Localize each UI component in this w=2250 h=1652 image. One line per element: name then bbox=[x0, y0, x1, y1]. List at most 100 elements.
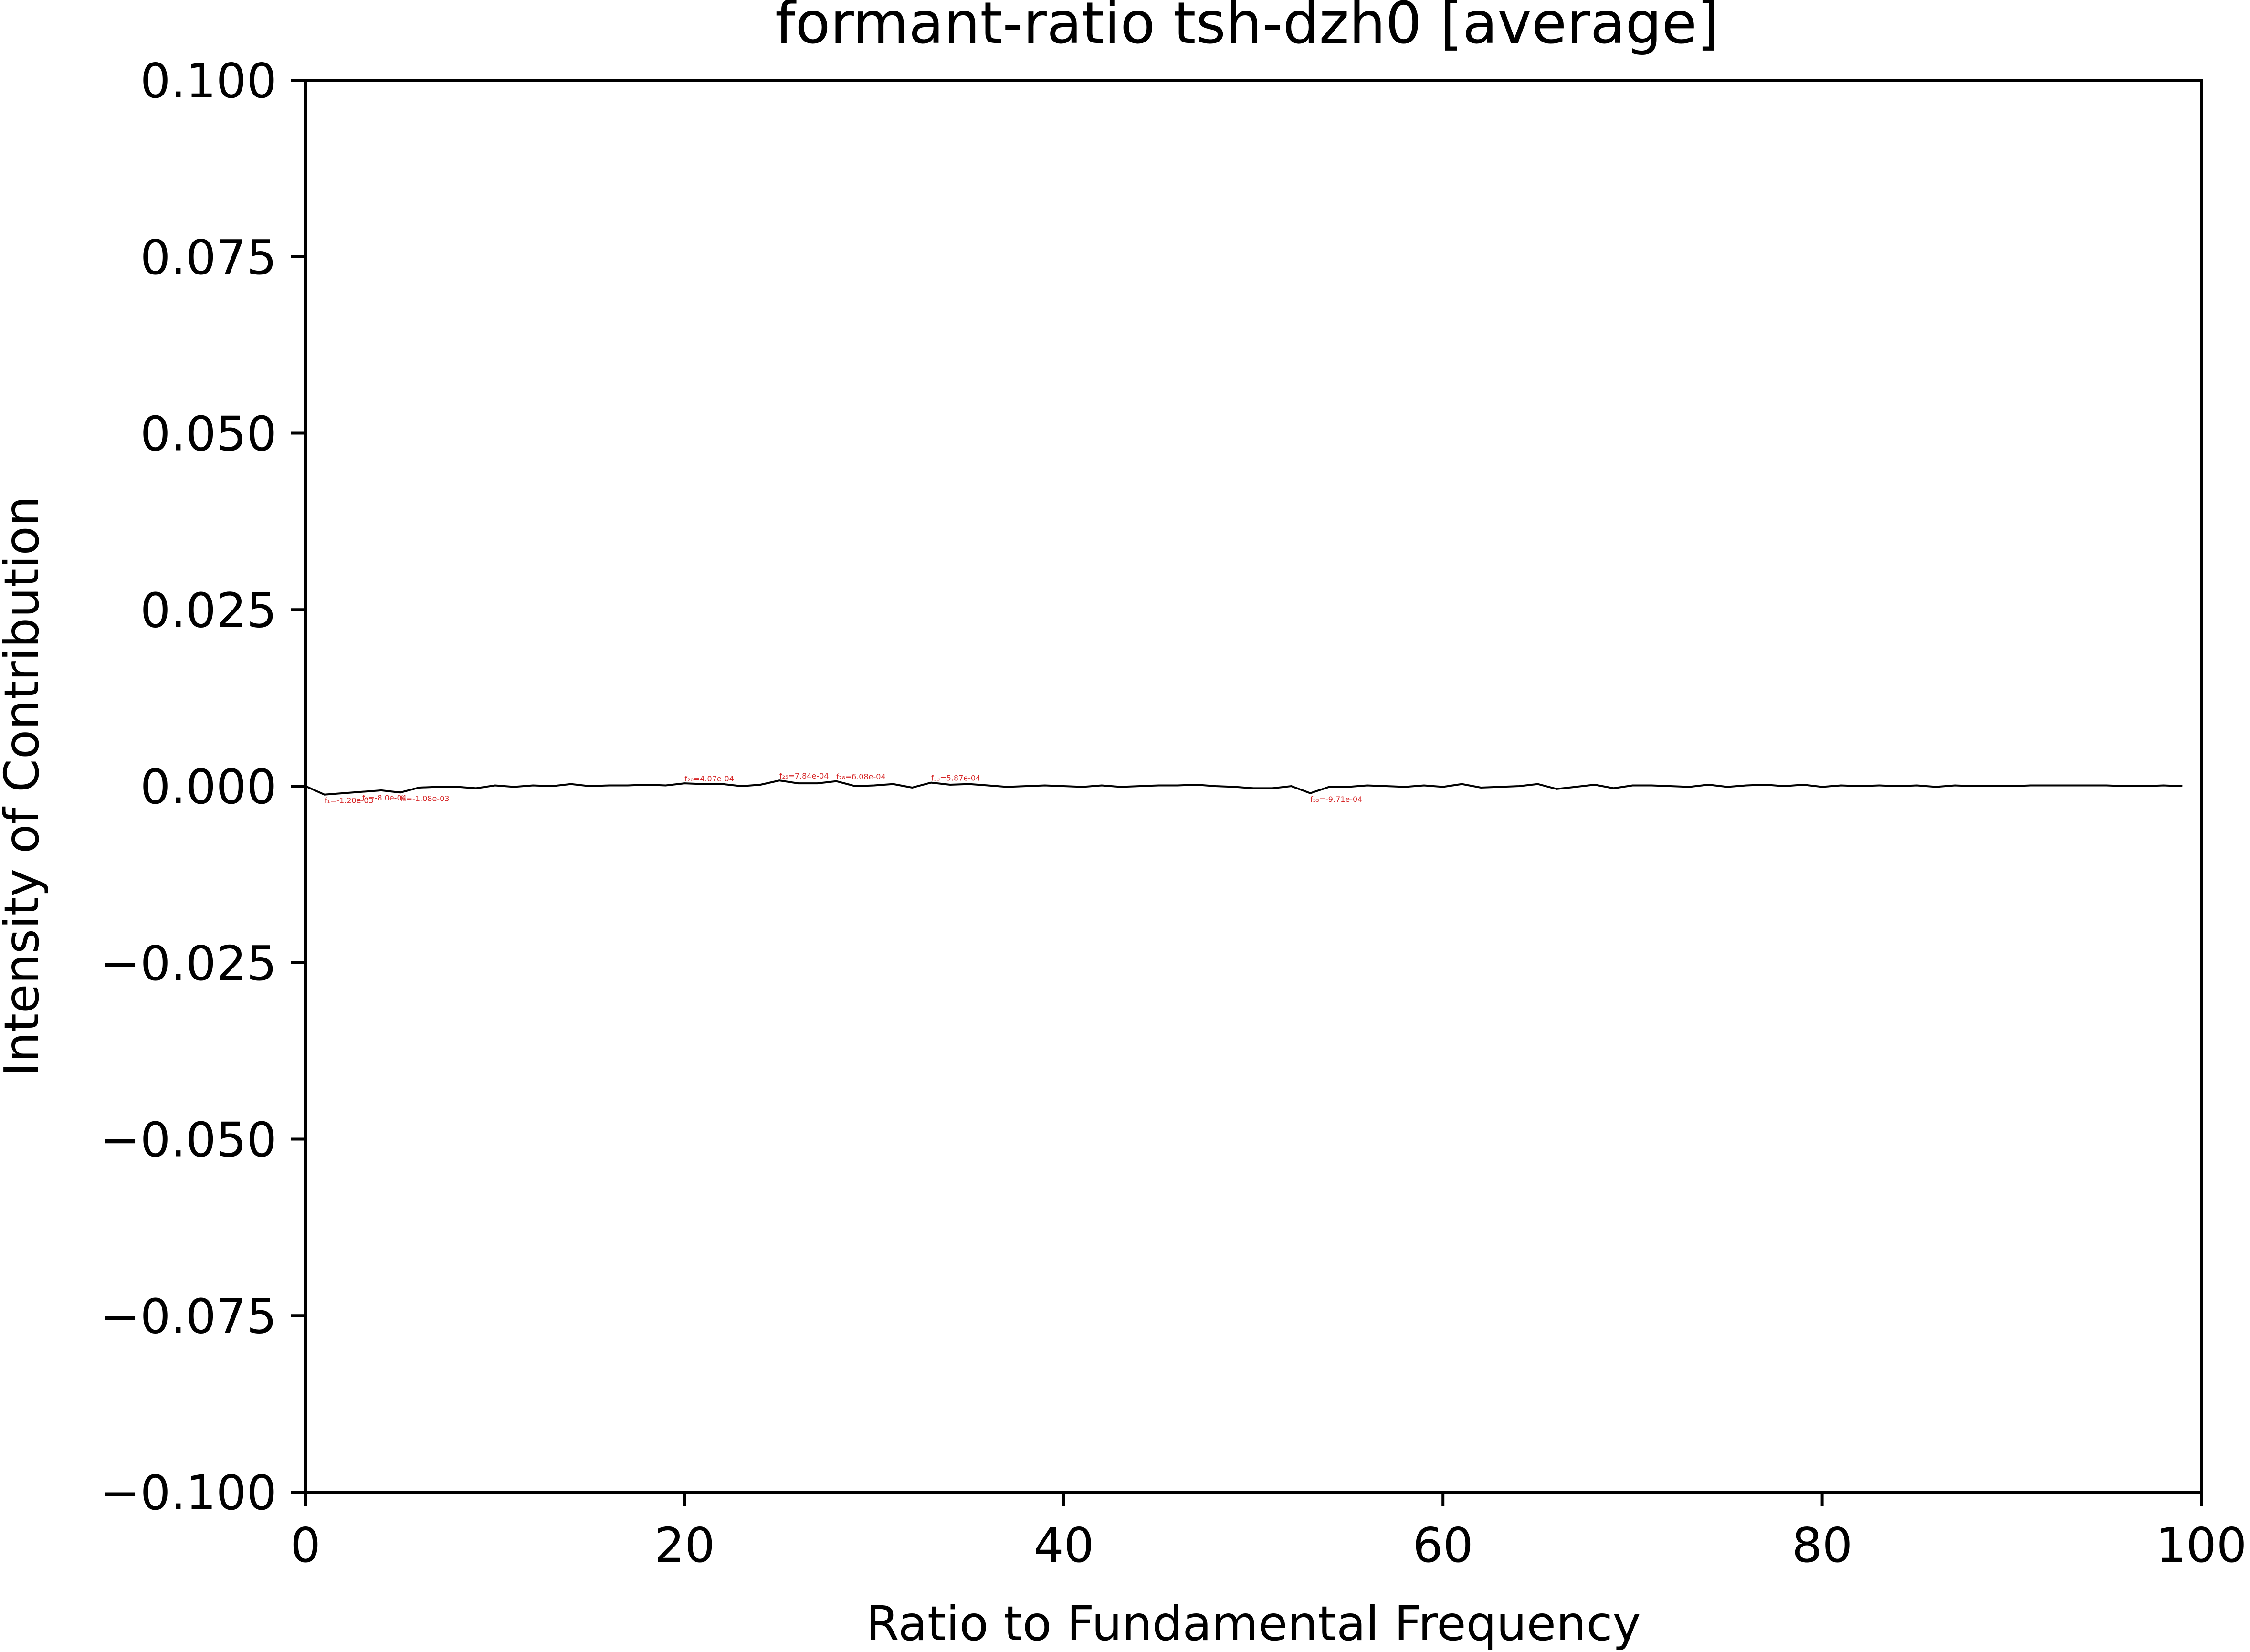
series-point bbox=[1233, 786, 1235, 788]
series-point bbox=[1309, 792, 1311, 794]
series-point bbox=[305, 785, 306, 787]
series-point bbox=[911, 787, 913, 789]
series-point bbox=[475, 787, 477, 789]
series-point bbox=[437, 786, 439, 788]
series-point bbox=[1518, 785, 1520, 787]
series-point bbox=[1726, 786, 1728, 788]
series-point bbox=[1423, 785, 1425, 787]
series-point bbox=[2144, 785, 2145, 787]
series-point bbox=[1556, 788, 1558, 790]
series-point bbox=[1366, 785, 1368, 787]
series-point bbox=[456, 786, 458, 788]
series-point bbox=[1935, 786, 1937, 788]
annotation-label: f₁=-1.20e-03 bbox=[325, 796, 374, 805]
series-point bbox=[1631, 785, 1633, 787]
series-point bbox=[1385, 785, 1387, 787]
series-point bbox=[342, 792, 344, 794]
series-point bbox=[1025, 785, 1027, 787]
series-point bbox=[646, 784, 648, 786]
series-point bbox=[2105, 785, 2107, 787]
series-point bbox=[1082, 786, 1084, 788]
series-point bbox=[1916, 785, 1918, 787]
series-point bbox=[1859, 785, 1861, 787]
y-axis-title: Intensity of Contribution bbox=[0, 496, 50, 1076]
series-point bbox=[2124, 785, 2126, 787]
series-point bbox=[2049, 785, 2050, 787]
series-point bbox=[1575, 786, 1577, 788]
series-point bbox=[1404, 786, 1406, 788]
series-point bbox=[1992, 785, 1994, 787]
series-point bbox=[1063, 785, 1065, 787]
series-point bbox=[1783, 785, 1785, 787]
series-point bbox=[551, 785, 553, 787]
series-point bbox=[1290, 785, 1292, 787]
series-point bbox=[1252, 787, 1254, 789]
series-point bbox=[1272, 787, 1273, 789]
annotation-label: f₂₅=7.84e-04 bbox=[779, 771, 829, 780]
series-point bbox=[2087, 785, 2089, 787]
y-tick-label: −0.100 bbox=[100, 1465, 277, 1521]
series-point bbox=[1139, 785, 1141, 787]
series-point bbox=[741, 785, 743, 787]
annotation-label: f₅₃=-9.71e-04 bbox=[1310, 795, 1362, 804]
y-tick-label: 0.000 bbox=[140, 759, 277, 815]
annotation-label: f₃=-8.0e-04 bbox=[362, 793, 407, 802]
x-tick-label: 60 bbox=[1413, 1517, 1473, 1573]
series-point bbox=[722, 783, 724, 785]
series-point bbox=[1707, 784, 1709, 786]
series-point bbox=[324, 794, 326, 796]
x-tick-label: 40 bbox=[1033, 1517, 1094, 1573]
series-point bbox=[1670, 785, 1672, 787]
series-point bbox=[2181, 785, 2183, 787]
series-point bbox=[1878, 785, 1880, 787]
series-point bbox=[513, 786, 515, 788]
y-axis: 0.100 0.075 0.050 0.025 0.000 −0.025 −0.050 −0.… bbox=[100, 53, 305, 1521]
series-point bbox=[759, 784, 761, 786]
series-point bbox=[1840, 785, 1842, 787]
y-tick-label: −0.075 bbox=[100, 1288, 277, 1344]
series-point bbox=[589, 785, 591, 787]
series-point bbox=[1328, 786, 1330, 788]
series-point bbox=[2030, 785, 2032, 787]
y-tick-label: 0.100 bbox=[140, 53, 277, 109]
series-point bbox=[608, 785, 610, 787]
series-point bbox=[1537, 783, 1539, 785]
series-point bbox=[2068, 785, 2070, 787]
series-point bbox=[1594, 784, 1596, 786]
series-point bbox=[1689, 786, 1691, 788]
series-point bbox=[1954, 785, 1956, 787]
series-point bbox=[1461, 783, 1463, 785]
series-point bbox=[1745, 785, 1747, 787]
series-point bbox=[854, 785, 856, 787]
series-point bbox=[2163, 785, 2165, 787]
series-point bbox=[1480, 787, 1482, 789]
series-point bbox=[968, 783, 970, 785]
series-point bbox=[1802, 784, 1804, 786]
y-tick-label: 0.075 bbox=[140, 230, 277, 285]
x-tick-label: 0 bbox=[290, 1517, 321, 1573]
series-point bbox=[798, 782, 799, 784]
series-point bbox=[949, 784, 951, 786]
series-point bbox=[665, 785, 667, 787]
series-point bbox=[1764, 784, 1766, 786]
series-point bbox=[532, 785, 534, 787]
y-tick-label: 0.050 bbox=[140, 406, 277, 462]
y-tick-label: −0.050 bbox=[100, 1112, 277, 1168]
x-tick-label: 100 bbox=[2156, 1517, 2247, 1573]
series-point bbox=[892, 783, 894, 785]
series-point bbox=[816, 782, 818, 784]
series-point bbox=[418, 787, 420, 789]
series-point bbox=[1442, 786, 1444, 788]
series-line bbox=[305, 779, 2183, 796]
annotation-label: f₂₈=6.08e-04 bbox=[836, 772, 885, 781]
y-tick-label: 0.025 bbox=[140, 582, 277, 638]
series-point bbox=[1196, 784, 1198, 786]
series-point bbox=[1177, 785, 1178, 787]
series-point bbox=[1157, 785, 1159, 787]
series-point bbox=[987, 785, 989, 787]
series-point bbox=[1821, 786, 1823, 788]
series-point bbox=[873, 785, 875, 787]
x-tick-label: 20 bbox=[654, 1517, 715, 1573]
